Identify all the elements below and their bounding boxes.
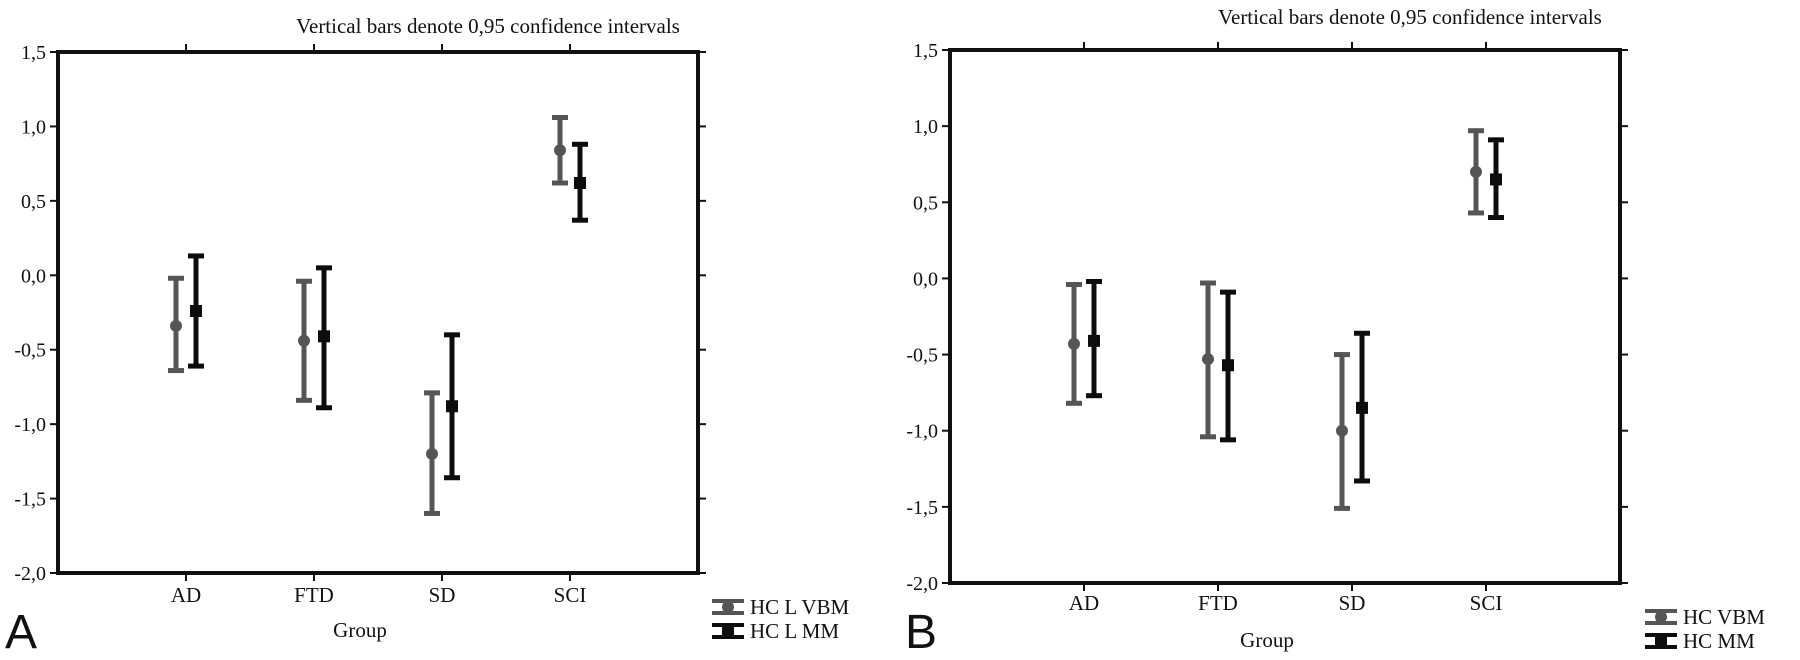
x-tick-label: FTD <box>1198 591 1238 615</box>
chart-title: Vertical bars denote 0,95 confidence int… <box>1218 5 1602 29</box>
data-point-square <box>1088 334 1100 347</box>
y-tick-label: 0,0 <box>21 265 46 287</box>
y-tick-label: -1,5 <box>906 497 938 519</box>
data-point-circle <box>426 447 438 460</box>
y-axis: 1,5 1,0 0,5 0,0 -0,5 -1,0 -1,5 -2,0 <box>906 40 1628 595</box>
y-tick-label: -2,0 <box>906 573 938 595</box>
y-tick-label: -1,0 <box>906 421 938 443</box>
x-axis: AD FTD SD SCI <box>171 44 587 607</box>
legend-label: HC MM <box>1683 629 1755 653</box>
x-tick-label: SD <box>429 583 456 607</box>
legend-label: HC L VBM <box>750 595 850 619</box>
chart-panel-b: Vertical bars denote 0,95 confidence int… <box>905 5 1765 659</box>
x-tick-label: SCI <box>1470 591 1503 615</box>
data-point-circle <box>298 334 310 347</box>
series-1 <box>168 114 568 516</box>
data-point-circle <box>170 319 182 332</box>
y-tick-label: -0,5 <box>906 345 938 367</box>
panel-label: B <box>905 606 937 659</box>
chart-panel-a: Vertical bars denote 0,95 confidence int… <box>5 14 850 659</box>
data-point-circle <box>1202 353 1214 366</box>
data-point-square <box>574 176 586 189</box>
x-tick-label: SCI <box>554 583 587 607</box>
legend-label: HC L MM <box>750 619 839 643</box>
data-point-square <box>318 330 330 343</box>
data-point-circle <box>554 144 566 157</box>
series-2 <box>188 141 588 481</box>
x-axis: AD FTD SD SCI <box>1069 42 1503 615</box>
legend-marker-circle <box>722 601 734 613</box>
y-tick-label: -1,5 <box>14 489 46 511</box>
y-tick-label: 1,5 <box>913 40 938 62</box>
data-point-circle <box>1470 165 1482 178</box>
data-point-circle <box>1068 337 1080 350</box>
y-tick-label: 1,0 <box>913 116 938 138</box>
data-point-square <box>1222 359 1234 372</box>
legend-marker-circle <box>1655 611 1667 623</box>
x-axis-label: Group <box>1240 628 1294 652</box>
legend-item: HC VBM <box>1645 605 1765 629</box>
plot-frame <box>948 48 1622 585</box>
y-tick-label: 0,5 <box>21 191 46 213</box>
legend-item: HC L VBM <box>712 595 850 619</box>
y-tick-label: -2,0 <box>14 563 46 585</box>
y-tick-label: -1,0 <box>14 414 46 436</box>
legend-label: HC VBM <box>1683 605 1765 629</box>
legend-item: HC L MM <box>712 619 839 643</box>
x-tick-label: SD <box>1339 591 1366 615</box>
legend-marker-square <box>722 625 734 637</box>
y-axis: 1,5 1,0 0,5 0,0 -0,5 -1,0 -1,5 -2,0 <box>14 42 706 585</box>
data-point-square <box>190 305 202 318</box>
panel-label: A <box>5 606 37 659</box>
data-point-square <box>1356 401 1368 414</box>
x-tick-label: FTD <box>294 583 334 607</box>
y-tick-label: 0,0 <box>913 268 938 290</box>
x-axis-label: Group <box>333 618 387 642</box>
series-1 <box>1066 128 1484 511</box>
legend-item: HC MM <box>1645 629 1755 653</box>
y-tick-label: 1,0 <box>21 116 46 138</box>
x-tick-label: AD <box>1069 591 1099 615</box>
data-point-circle <box>1336 424 1348 437</box>
chart-title: Vertical bars denote 0,95 confidence int… <box>296 14 680 38</box>
legend-marker-square <box>1655 635 1667 647</box>
data-point-square <box>446 400 458 413</box>
x-tick-label: AD <box>171 583 201 607</box>
series-2 <box>1086 137 1504 484</box>
y-tick-label: -0,5 <box>14 340 46 362</box>
data-point-square <box>1490 173 1502 186</box>
y-tick-label: 1,5 <box>21 42 46 64</box>
plot-frame <box>56 50 700 575</box>
y-tick-label: 0,5 <box>913 192 938 214</box>
